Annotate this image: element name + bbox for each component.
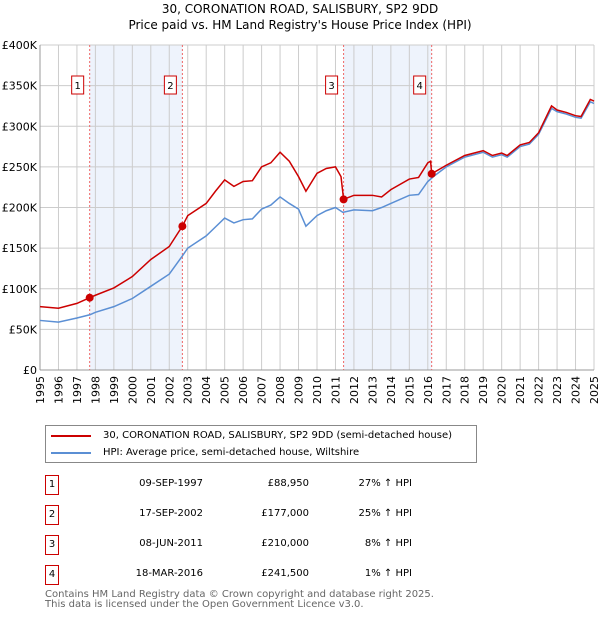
x-tick-label: 2017 [440, 376, 453, 404]
x-tick-label: 2001 [145, 376, 158, 404]
sale-label-box [71, 75, 85, 95]
sale-price: £241,500 [261, 568, 309, 579]
legend-item-property: 30, CORONATION ROAD, SALISBURY, SP2 9DD … [51, 430, 452, 441]
x-tick-label: 1999 [108, 376, 121, 404]
x-tick-label: 2021 [514, 376, 527, 404]
y-tick-label: £400K [2, 39, 38, 52]
chart-subtitle: Price paid vs. HM Land Registry's House … [128, 18, 472, 32]
x-tick-label: 2013 [366, 376, 379, 404]
x-tick-label: 2016 [422, 376, 435, 404]
sale-price: £177,000 [261, 508, 309, 519]
sale-row: 2 17-SEP-2002 £177,000 25% ↑ HPI [45, 505, 445, 525]
y-tick-label: £50K [9, 323, 38, 336]
x-tick-label: 2008 [274, 376, 287, 404]
x-tick-label: 1998 [89, 376, 102, 404]
x-tick-label: 2006 [237, 376, 250, 404]
y-tick-label: £350K [2, 80, 38, 93]
sale-date: 18-MAR-2016 [135, 568, 203, 579]
x-tick-label: 2024 [570, 376, 583, 404]
x-tick-label: 2009 [293, 376, 306, 404]
sale-label: 4 [416, 81, 422, 92]
y-tick-label: £150K [2, 242, 38, 255]
sale-label-box [163, 75, 177, 95]
price-chart: 1995 1996 1997 1998 1999 2000 2001 2002 2003 2004… [2, 39, 600, 404]
sale-row: 1 09-SEP-1997 £88,950 27% ↑ HPI [45, 475, 445, 495]
x-tick-label: 2000 [126, 376, 139, 404]
x-tick-label: 2023 [551, 376, 564, 404]
x-tick-label: 2002 [163, 376, 176, 404]
sale-point [178, 222, 187, 231]
sale-point [339, 195, 348, 204]
sale-date: 09-SEP-1997 [139, 478, 203, 489]
x-tick-label: 1996 [52, 376, 65, 404]
sale-hpi-diff: 25% ↑ HPI [358, 508, 412, 519]
x-tick-label: 2022 [533, 376, 546, 404]
sale-point [85, 293, 94, 302]
sale-number: 3 [45, 535, 59, 555]
x-tick-label: 2004 [200, 376, 213, 404]
chart-title: 30, CORONATION ROAD, SALISBURY, SP2 9DD [161, 2, 439, 16]
legend-swatch-red [51, 434, 91, 437]
x-tick-label: 2010 [311, 376, 324, 404]
sale-row: 3 08-JUN-2011 £210,000 8% ↑ HPI [45, 535, 445, 555]
x-tick-label: 2012 [348, 376, 361, 404]
sale-number: 1 [45, 475, 59, 495]
sale-point [427, 169, 436, 178]
x-tick-label: 2005 [219, 376, 232, 404]
x-tick-label: 1997 [71, 376, 84, 404]
sale-hpi-diff: 8% ↑ HPI [364, 538, 412, 549]
legend-label: 30, CORONATION ROAD, SALISBURY, SP2 9DD … [103, 430, 452, 441]
sale-label-box [325, 75, 339, 95]
sale-row: 4 18-MAR-2016 £241,500 1% ↑ HPI [45, 565, 445, 585]
x-tick-label: 2019 [477, 376, 490, 404]
x-tick-label: 2007 [256, 376, 269, 404]
footer-line1: Contains HM Land Registry data © Crown c… [45, 589, 434, 600]
legend: 30, CORONATION ROAD, SALISBURY, SP2 9DD … [45, 425, 477, 463]
sale-number: 2 [45, 505, 59, 525]
sale-price: £88,950 [267, 478, 309, 489]
x-tick-label: 2014 [385, 376, 398, 404]
x-tick-label: 2018 [459, 376, 472, 404]
y-tick-label: £300K [2, 120, 38, 133]
sale-label-box [413, 75, 427, 95]
y-tick-label: £250K [2, 161, 38, 174]
sale-label: 1 [74, 81, 80, 92]
hpi-line [39, 100, 595, 323]
legend-item-hpi: HPI: Average price, semi-detached house,… [51, 447, 359, 458]
x-tick-label: 1995 [34, 376, 47, 404]
property-price-line [39, 98, 595, 310]
x-tick-label: 2011 [329, 376, 342, 404]
x-tick-label: 2025 [588, 376, 600, 404]
sale-date: 17-SEP-2002 [139, 508, 203, 519]
legend-swatch-blue [51, 451, 91, 454]
sale-label: 3 [328, 81, 334, 92]
sale-hpi-diff: 27% ↑ HPI [358, 478, 412, 489]
sale-number: 4 [45, 565, 59, 585]
y-tick-label: £100K [2, 283, 38, 296]
x-tick-label: 2020 [496, 376, 509, 404]
sale-label: 2 [167, 81, 173, 92]
y-tick-label: £0 [23, 364, 37, 377]
footer: Contains HM Land Registry data © Crown c… [45, 590, 434, 610]
sale-date: 08-JUN-2011 [139, 538, 203, 549]
y-tick-label: £200K [2, 202, 38, 215]
x-tick-label: 2015 [403, 376, 416, 404]
sale-price: £210,000 [261, 538, 309, 549]
footer-line2: This data is licensed under the Open Gov… [45, 599, 364, 610]
legend-label: HPI: Average price, semi-detached house,… [103, 447, 360, 458]
x-tick-label: 2003 [182, 376, 195, 404]
sale-hpi-diff: 1% ↑ HPI [364, 568, 412, 579]
